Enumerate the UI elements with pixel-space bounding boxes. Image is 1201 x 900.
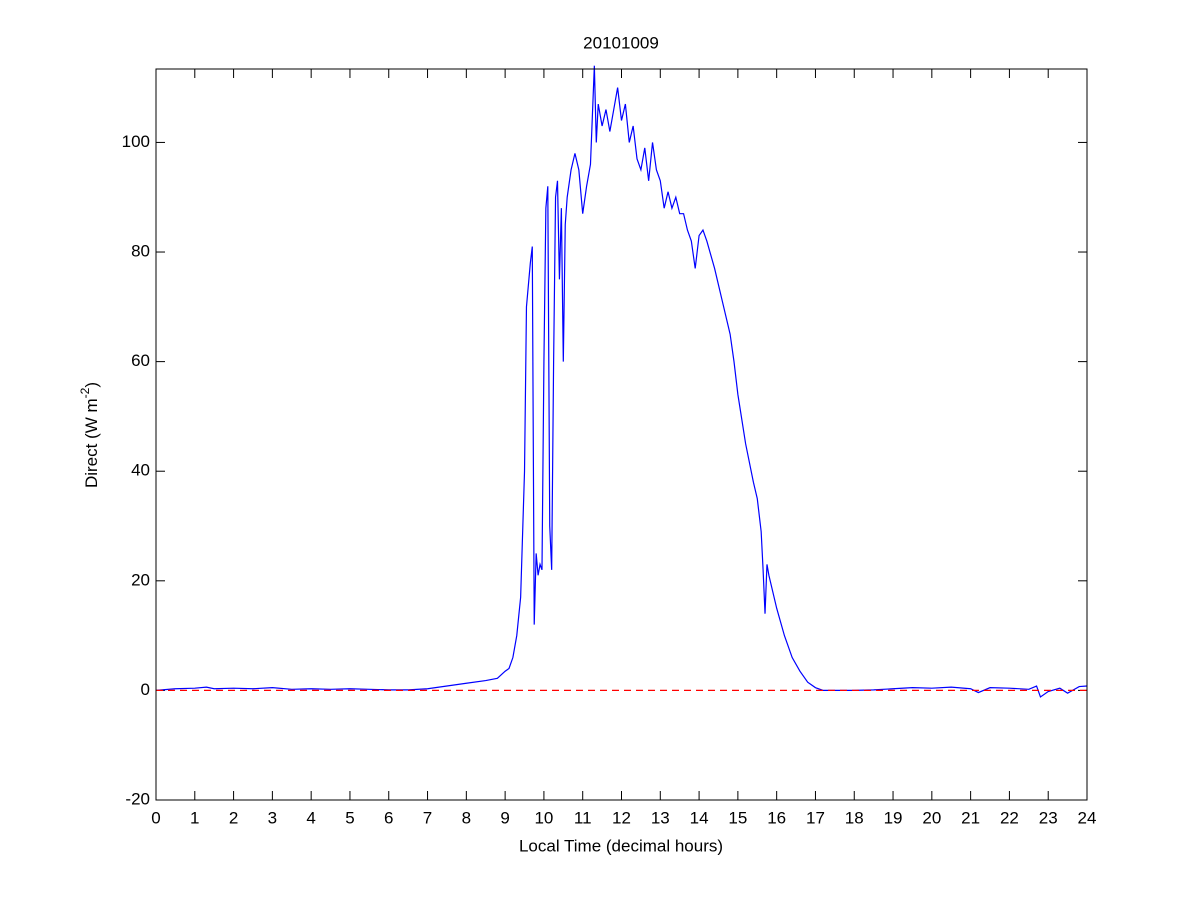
x-tick-label: 19 bbox=[884, 808, 903, 827]
x-tick-label: 2 bbox=[229, 808, 238, 827]
x-tick-label: 14 bbox=[690, 808, 709, 827]
y-label-text: Direct (W m bbox=[82, 398, 101, 488]
x-tick-label: 8 bbox=[462, 808, 471, 827]
y-tick-label: 80 bbox=[131, 242, 150, 261]
y-tick-label: 20 bbox=[131, 570, 150, 589]
x-tick-label: 20 bbox=[922, 808, 941, 827]
x-tick-label: 12 bbox=[612, 808, 631, 827]
x-tick-label: 11 bbox=[574, 808, 592, 827]
x-tick-label: 16 bbox=[767, 808, 786, 827]
y-tick-label: 0 bbox=[141, 680, 150, 699]
x-tick-label: 24 bbox=[1078, 808, 1097, 827]
x-tick-label: 22 bbox=[1000, 808, 1019, 827]
y-tick-label: 60 bbox=[131, 351, 150, 370]
x-tick-label: 3 bbox=[268, 808, 277, 827]
x-tick-label: 5 bbox=[345, 808, 354, 827]
y-label-suffix: ) bbox=[82, 382, 101, 388]
x-tick-label: 17 bbox=[806, 808, 825, 827]
y-tick-label: 100 bbox=[122, 132, 150, 151]
y-tick-label: 40 bbox=[131, 461, 150, 480]
data-line bbox=[155, 65, 1088, 698]
plot-frame bbox=[155, 68, 1088, 801]
x-tick-label: 6 bbox=[384, 808, 393, 827]
x-tick-label: 13 bbox=[651, 808, 670, 827]
x-tick-label: 9 bbox=[500, 808, 509, 827]
x-tick-label: 1 bbox=[190, 808, 199, 827]
x-tick-label: 4 bbox=[306, 808, 315, 827]
x-axis-label: Local Time (decimal hours) bbox=[519, 836, 723, 855]
x-tick-label: 10 bbox=[534, 808, 553, 827]
x-tick-label: 23 bbox=[1039, 808, 1058, 827]
x-tick-label: 18 bbox=[845, 808, 864, 827]
y-label-superscript: -2 bbox=[78, 387, 92, 398]
x-tick-label: 15 bbox=[728, 808, 747, 827]
chart-title: 20101009 bbox=[583, 33, 659, 52]
x-tick-label: 21 bbox=[961, 808, 980, 827]
x-tick-label: 7 bbox=[423, 808, 432, 827]
y-tick-label: -20 bbox=[125, 789, 150, 808]
y-axis-label: Direct (W m-2) bbox=[78, 382, 101, 488]
x-tick-label: 0 bbox=[151, 808, 160, 827]
